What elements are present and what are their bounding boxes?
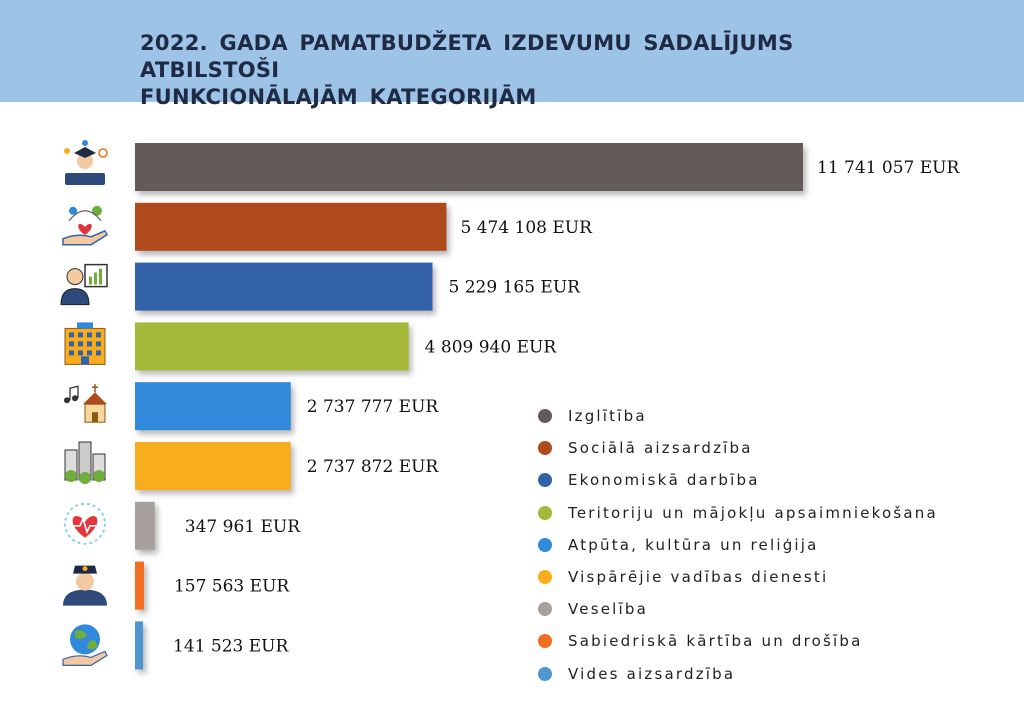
- music-church-icon: [64, 384, 107, 423]
- health-heart-icon: [64, 502, 106, 545]
- city-buildings-icon: [64, 441, 106, 484]
- legend-item: Atpūta, kultūra un reliģija: [538, 529, 1008, 561]
- legend-item: Ekonomiskā darbība: [538, 464, 1008, 496]
- value-labels: 11 741 057 EUR 5 474 108 EUR 5 229 165 EUR…: [173, 158, 960, 656]
- legend-label: Atpūta, kultūra un reliģija: [568, 535, 819, 554]
- value-label-1: 5 474 108 EUR: [460, 218, 593, 238]
- legend-swatch: [538, 409, 552, 424]
- legend-label: Veselība: [568, 600, 649, 619]
- legend-item: Sociālā aizsardzība: [538, 432, 1008, 464]
- bar-2: [135, 262, 433, 311]
- value-label-5: 2 737 872 EUR: [307, 457, 440, 477]
- bar-7: [135, 561, 144, 610]
- legend-swatch: [538, 505, 552, 520]
- legend-label: Vides aizsardzība: [568, 664, 736, 683]
- legend-item: Vides aizsardzība: [538, 658, 1008, 690]
- bar-4: [135, 382, 291, 431]
- legend-swatch: [538, 537, 552, 552]
- legend-swatch: [538, 634, 552, 649]
- social-care-hands-icon: [62, 205, 108, 246]
- category-icons: [60, 140, 108, 667]
- legend-swatch: [538, 441, 552, 456]
- bar-6: [135, 501, 155, 550]
- chart-title-line2: FUNKCIONĀLAJĀM KATEGORIJĀM: [140, 85, 537, 109]
- value-label-6: 347 961 EUR: [185, 517, 301, 537]
- bar-1: [135, 202, 447, 251]
- legend-swatch: [538, 473, 552, 488]
- legend-item: Izglītība: [538, 400, 1008, 432]
- legend: Izglītība Sociālā aizsardzība Ekonomiskā d…: [538, 400, 1008, 690]
- apartment-building-icon: [64, 322, 106, 365]
- legend-swatch: [538, 602, 552, 617]
- police-officer-icon: [63, 565, 107, 606]
- header-banner: [0, 0, 1024, 102]
- value-label-2: 5 229 165 EUR: [449, 278, 582, 298]
- value-label-8: 141 523 EUR: [173, 636, 289, 656]
- bar-5: [135, 442, 291, 490]
- legend-label: Teritoriju un mājokļu apsaimniekošana: [568, 503, 938, 522]
- graduate-education-icon: [64, 140, 108, 185]
- bar-3: [135, 322, 409, 371]
- business-presenter-chart-icon: [60, 263, 108, 306]
- legend-label: Vispārējie vadības dienesti: [568, 568, 829, 587]
- legend-swatch: [538, 570, 552, 585]
- legend-swatch: [538, 666, 552, 681]
- legend-item: Veselība: [538, 593, 1008, 625]
- legend-label: Sociālā aizsardzība: [568, 439, 753, 458]
- earth-hand-icon: [62, 624, 108, 667]
- value-label-7: 157 563 EUR: [174, 577, 290, 597]
- legend-item: Vispārējie vadības dienesti: [538, 561, 1008, 593]
- legend-item: Sabiedriskā kārtība un drošība: [538, 625, 1008, 657]
- legend-item: Teritoriju un mājokļu apsaimniekošana: [538, 497, 1008, 529]
- chart-title-line1: 2022. GADA PAMATBUDŽETA IZDEVUMU SADALĪJ…: [140, 31, 794, 82]
- value-label-0: 11 741 057 EUR: [817, 158, 960, 178]
- chart-title: 2022. GADA PAMATBUDŽETA IZDEVUMU SADALĪJ…: [140, 30, 940, 111]
- legend-label: Sabiedriskā kārtība un drošība: [568, 632, 863, 651]
- legend-label: Ekonomiskā darbība: [568, 471, 760, 490]
- legend-label: Izglītība: [568, 407, 647, 426]
- value-label-3: 4 809 940 EUR: [425, 337, 558, 357]
- bars: [135, 143, 803, 670]
- bar-8: [135, 621, 144, 670]
- value-label-4: 2 737 777 EUR: [307, 397, 440, 417]
- bar-0: [135, 143, 803, 191]
